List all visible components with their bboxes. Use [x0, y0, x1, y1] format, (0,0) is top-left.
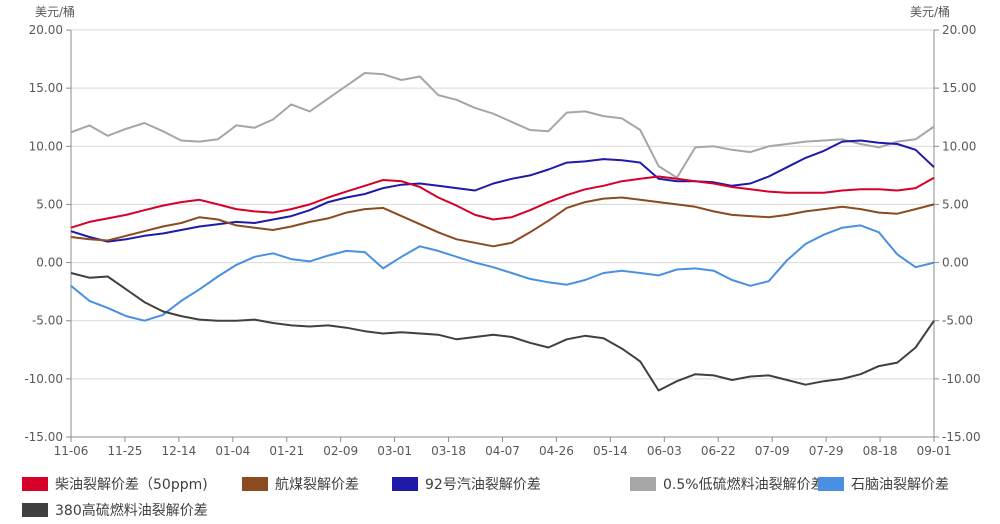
x-tick-label: 03-01	[377, 444, 412, 458]
x-tick-label: 04-26	[539, 444, 574, 458]
legend-item: 石脑油裂解价差	[818, 474, 949, 494]
legend-swatch	[242, 477, 268, 491]
line-chart: 美元/桶 美元/桶 20.00 15.00 10.00 5.00 0.00 -5.00 -1…	[24, 4, 981, 458]
series-lines	[70, 72, 935, 392]
legend-label: 380高硫燃料油裂解价差	[55, 503, 208, 519]
y-tick-label: 20.00	[29, 23, 63, 37]
x-tick-label: 06-03	[647, 444, 682, 458]
y-tick-label: -15.00	[942, 430, 981, 444]
left-y-axis: 20.00 15.00 10.00 5.00 0.00 -5.00 -10.00 -15.00	[24, 23, 71, 444]
legend-label: 航煤裂解价差	[275, 477, 359, 493]
legend-swatch	[22, 503, 48, 517]
legend-item: 0.5%低硫燃料油裂解价差	[630, 474, 825, 494]
left-axis-unit: 美元/桶	[35, 4, 75, 19]
series-line	[70, 196, 935, 248]
y-tick-label: -10.00	[24, 372, 63, 386]
x-tick-label: 09-01	[917, 444, 952, 458]
y-tick-label: 0.00	[36, 256, 63, 270]
legend-item: 柴油裂解价差（50ppm)	[22, 474, 208, 494]
gridlines	[70, 29, 935, 438]
y-tick-label: 10.00	[29, 139, 63, 153]
legend-swatch	[630, 477, 656, 491]
y-tick-label: 5.00	[36, 197, 63, 211]
legend-label: 柴油裂解价差（50ppm)	[55, 477, 208, 493]
x-tick-label: 05-14	[593, 444, 628, 458]
legend-item: 380高硫燃料油裂解价差	[22, 500, 208, 520]
x-tick-label: 11-06	[54, 444, 89, 458]
right-axis-unit: 美元/桶	[910, 4, 950, 19]
x-tick-label: 03-18	[431, 444, 466, 458]
y-tick-label: -5.00	[942, 314, 973, 328]
y-tick-label: 10.00	[942, 139, 976, 153]
series-line	[70, 139, 935, 243]
x-tick-label: 04-07	[485, 444, 520, 458]
series-line	[70, 224, 935, 322]
y-tick-label: 5.00	[942, 197, 969, 211]
legend-item: 92号汽油裂解价差	[392, 474, 541, 494]
legend-label: 0.5%低硫燃料油裂解价差	[663, 477, 825, 493]
legend-swatch	[818, 477, 844, 491]
y-tick-label: 0.00	[942, 256, 969, 270]
legend-swatch	[22, 477, 48, 491]
right-y-axis: 20.00 15.00 10.00 5.00 0.00 -5.00 -10.00 -15.00	[934, 23, 981, 444]
legend-label: 92号汽油裂解价差	[425, 477, 541, 493]
x-tick-label: 06-22	[701, 444, 736, 458]
x-tick-label: 01-04	[215, 444, 250, 458]
legend-swatch	[392, 477, 418, 491]
y-tick-label: -5.00	[32, 314, 63, 328]
y-tick-label: 15.00	[29, 81, 63, 95]
x-tick-label: 07-29	[809, 444, 844, 458]
y-tick-label: 15.00	[942, 81, 976, 95]
x-tick-label: 07-09	[755, 444, 790, 458]
series-line	[70, 272, 935, 392]
y-tick-label: 20.00	[942, 23, 976, 37]
x-axis: 11-06 11-25 12-14 01-04 01-21 02-09 03-01 03-18…	[54, 437, 952, 458]
x-tick-label: 02-09	[323, 444, 358, 458]
series-line	[70, 72, 935, 179]
x-tick-label: 11-25	[108, 444, 143, 458]
x-tick-label: 01-21	[269, 444, 304, 458]
legend-item: 航煤裂解价差	[242, 474, 359, 494]
series-line	[70, 175, 935, 229]
x-tick-label: 12-14	[161, 444, 196, 458]
x-tick-label: 08-18	[863, 444, 898, 458]
legend-label: 石脑油裂解价差	[851, 477, 949, 493]
y-tick-label: -15.00	[24, 430, 63, 444]
y-tick-label: -10.00	[942, 372, 981, 386]
